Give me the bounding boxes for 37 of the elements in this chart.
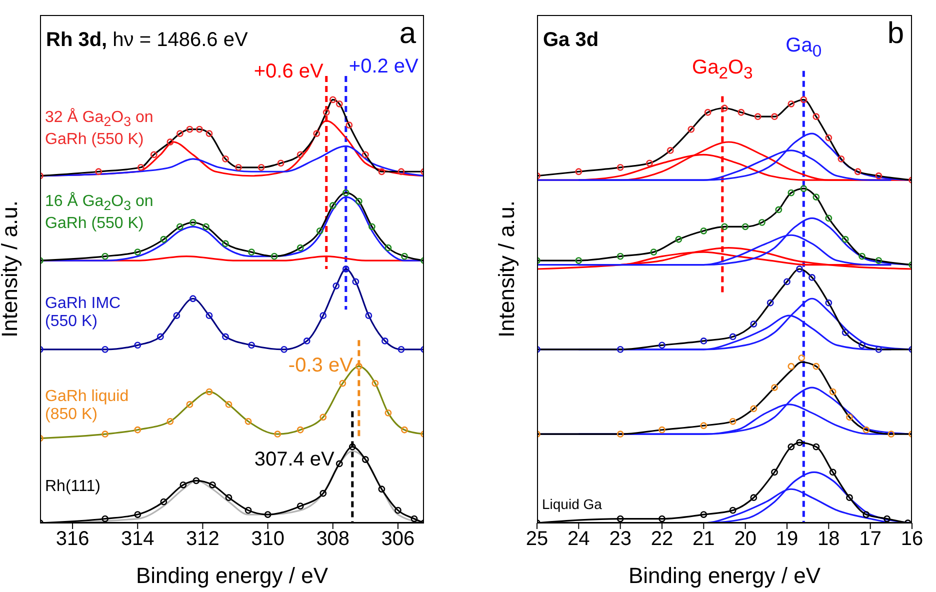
ref-line-label: +0.2 eV xyxy=(348,56,418,79)
x-tick-label: 316 xyxy=(56,528,90,550)
x-tick-label: 314 xyxy=(120,528,154,550)
ref-line-label: +0.6 eV xyxy=(254,60,324,84)
x-axis-title: Binding energy / eV xyxy=(628,563,821,588)
series-label: 16 Å Ga$_{2}$O$_{3}$ on GaRh (550 K) xyxy=(45,193,154,234)
x-tick-label: 25 xyxy=(526,528,548,550)
x-tick-label: 312 xyxy=(186,528,220,550)
x-tick-label: 310 xyxy=(251,528,284,550)
ref-line-label: Ga$_{2}$O$_{3}$ xyxy=(692,56,753,84)
x-tick-label: 22 xyxy=(650,528,674,550)
x-tick-label: 17 xyxy=(859,528,882,550)
series-label: Liquid Ga xyxy=(542,494,603,513)
chart-title: Ga 3d xyxy=(543,29,599,51)
ref-line-label: Ga$_{0}$ xyxy=(786,34,822,62)
series-label: GaRh liquid (850 K) xyxy=(45,388,130,424)
ref-line-label: -0.3 eV xyxy=(288,354,353,378)
ref-line-label: 307.4 eV xyxy=(254,448,334,471)
x-tick-label: 20 xyxy=(734,528,756,550)
series-label: Rh(111) xyxy=(45,478,102,496)
chart-title: Rh 3d, xyxy=(46,29,108,51)
x-tick-label: 23 xyxy=(609,528,632,550)
series-label: GaRh IMC (550 K) xyxy=(45,294,122,331)
x-axis-title: Binding energy / eV xyxy=(136,563,328,588)
x-tick-label: 24 xyxy=(568,528,590,550)
x-tick-label: 308 xyxy=(316,528,350,550)
x-tick-label: 16 xyxy=(900,528,924,550)
chart-subtitle: hν = 1486.6 eV xyxy=(112,29,248,51)
text: b xyxy=(887,17,904,51)
x-tick-label: 18 xyxy=(818,528,840,550)
x-tick-label: 19 xyxy=(776,528,798,550)
y-axis-title: Intensity / a.u. xyxy=(0,200,23,338)
x-tick-label: 306 xyxy=(381,528,415,550)
series-label: 32 Å Ga$_{2}$O$_{3}$ on GaRh (550 K) xyxy=(45,108,154,149)
y-axis-title: Intensity / a.u. xyxy=(494,200,520,338)
x-tick-label: 21 xyxy=(692,528,715,550)
text: a xyxy=(399,17,416,51)
